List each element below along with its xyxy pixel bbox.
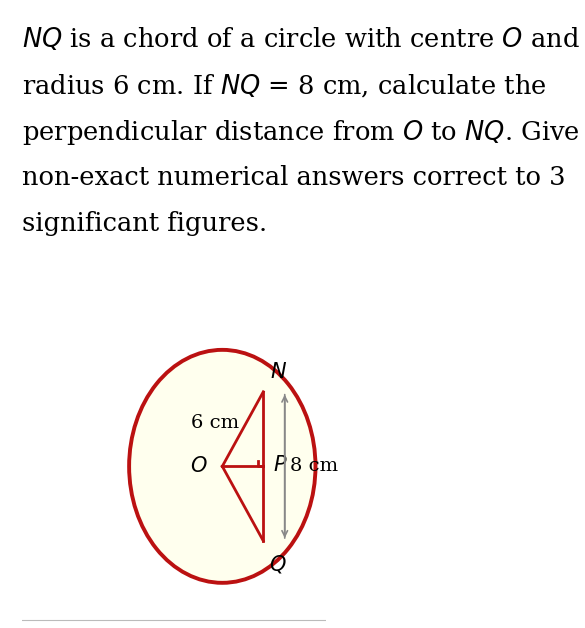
Text: $O$: $O$	[190, 457, 208, 477]
Text: non-exact numerical answers correct to 3: non-exact numerical answers correct to 3	[22, 165, 566, 190]
Text: 6 cm: 6 cm	[191, 414, 239, 433]
Text: $NQ$ is a chord of a circle with centre $O$ and: $NQ$ is a chord of a circle with centre …	[22, 25, 580, 52]
Text: radius 6 cm. If $NQ$ = 8 cm, calculate the: radius 6 cm. If $NQ$ = 8 cm, calculate t…	[22, 72, 547, 99]
Text: perpendicular distance from $O$ to $NQ$. Give: perpendicular distance from $O$ to $NQ$.…	[22, 118, 580, 147]
Text: significant figures.: significant figures.	[22, 211, 267, 236]
Text: $Q$: $Q$	[269, 553, 287, 575]
Text: 8 cm: 8 cm	[290, 457, 339, 475]
Ellipse shape	[129, 350, 315, 583]
Text: $N$: $N$	[270, 362, 287, 382]
Text: $P$: $P$	[273, 455, 288, 475]
